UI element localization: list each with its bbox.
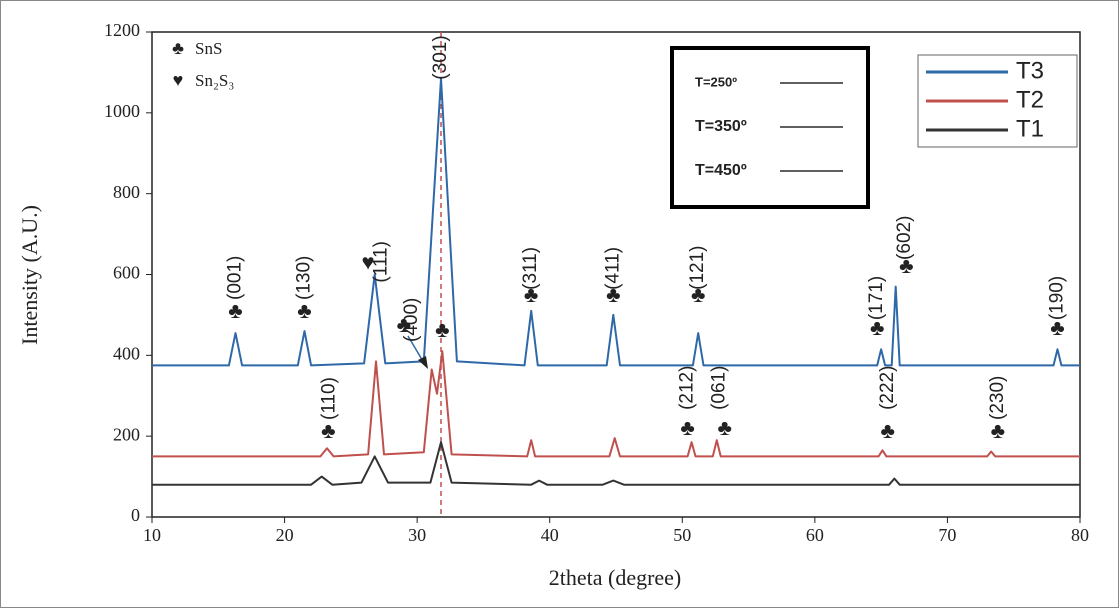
peak-symbol: ♣ (321, 418, 335, 443)
phase-label: Sn₂S₃ (195, 71, 234, 90)
peak-label: (400) (401, 298, 422, 342)
peak-symbol: ♣ (680, 415, 694, 440)
peak-symbol: ♣ (881, 418, 895, 443)
peak-symbol: ♣ (691, 282, 705, 307)
peak-symbol: ♣ (991, 418, 1005, 443)
series-line (152, 441, 1080, 486)
peak-label: (111) (370, 241, 391, 283)
peak-label: (230) (987, 376, 1008, 420)
peak-label: (212) (677, 366, 698, 410)
arrowhead (418, 356, 428, 369)
peak-symbol: ♣ (870, 315, 884, 340)
peak-label: (110) (319, 377, 340, 420)
temperature-label: T=450º (695, 162, 747, 179)
peak-label: (411) (602, 247, 623, 290)
y-tick-label: 800 (113, 182, 140, 202)
y-tick-label: 1200 (104, 20, 140, 40)
series-line (152, 350, 1080, 458)
x-tick-label: 70 (938, 525, 956, 545)
x-tick-label: 30 (408, 525, 426, 545)
peak-symbol: ♣ (606, 282, 620, 307)
peak-label: (311) (520, 247, 541, 290)
peak-label: (190) (1046, 276, 1067, 320)
peak-symbol: ♣ (297, 298, 311, 323)
peak-label: (602) (894, 216, 915, 260)
peak-label: (001) (225, 256, 246, 300)
x-tick-label: 60 (806, 525, 824, 545)
peak-symbol: ♣ (1050, 315, 1064, 340)
peak-label: (130) (293, 256, 314, 300)
x-axis-label: 2theta (degree) (549, 565, 682, 590)
x-tick-label: 20 (276, 525, 294, 545)
peak-label: (301) (430, 35, 451, 79)
series-line (152, 77, 1080, 367)
peak-symbol: ♥ (362, 249, 375, 274)
y-tick-label: 400 (113, 343, 140, 363)
x-tick-label: 10 (143, 525, 161, 545)
phase-symbol: ♥ (173, 70, 184, 90)
y-tick-label: 200 (113, 424, 140, 444)
y-tick-label: 1000 (104, 101, 140, 121)
temperature-label: T=350º (695, 118, 747, 135)
peak-label: (121) (687, 245, 708, 289)
peak-symbol: ♣ (717, 415, 731, 440)
peak-label: (061) (708, 366, 729, 410)
peak-symbol: ♣ (435, 317, 449, 342)
y-axis-label: Intensity (A.U.) (17, 205, 42, 345)
peak-label: (222) (877, 366, 898, 410)
phase-symbol: ♣ (172, 38, 184, 58)
legend-label: T2 (1016, 86, 1044, 113)
peak-symbol: ♣ (228, 298, 242, 323)
peak-symbol: ♣ (524, 282, 538, 307)
x-tick-label: 40 (541, 525, 559, 545)
peak-symbol: ♣ (397, 312, 411, 337)
peak-label: (171) (866, 276, 887, 320)
temperature-label: T=250º (695, 74, 737, 89)
legend-label: T3 (1016, 57, 1044, 84)
phase-label: SnS (195, 39, 222, 58)
y-tick-label: 600 (113, 263, 140, 283)
x-tick-label: 80 (1071, 525, 1089, 545)
legend-label: T1 (1016, 115, 1044, 142)
peak-symbol: ♣ (899, 253, 913, 278)
x-tick-label: 50 (673, 525, 691, 545)
y-tick-label: 0 (131, 505, 140, 525)
